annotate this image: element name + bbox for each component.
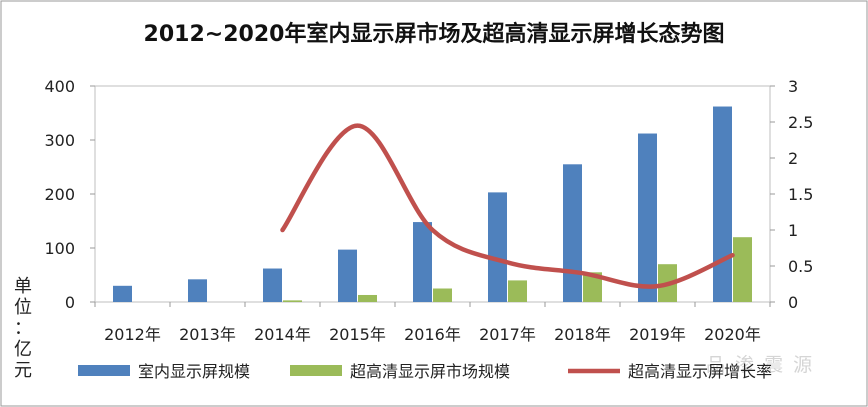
x-tick-label: 2012年 xyxy=(104,325,161,344)
y-right-tick-label: 2.5 xyxy=(788,113,813,132)
bar xyxy=(263,268,282,302)
y-right-tick-label: 0.5 xyxy=(788,257,813,276)
bar xyxy=(283,300,302,302)
y-right-tick-label: 3 xyxy=(788,77,798,96)
bar xyxy=(188,279,207,302)
bar xyxy=(733,237,752,302)
bar xyxy=(113,285,132,302)
growth-rate-line xyxy=(280,123,735,289)
bar xyxy=(563,164,582,302)
legend-swatch xyxy=(290,365,342,376)
x-tick-label: 2013年 xyxy=(179,325,236,344)
y-left-tick-label: 200 xyxy=(44,185,75,204)
y-right-tick-label: 2 xyxy=(788,149,798,168)
bar xyxy=(583,272,602,302)
bar xyxy=(358,294,377,302)
x-tick-label: 2016年 xyxy=(404,325,461,344)
bar xyxy=(508,280,527,302)
y-left-tick-label: 100 xyxy=(44,239,75,258)
x-tick-label: 2014年 xyxy=(254,325,311,344)
x-tick-label: 2017年 xyxy=(479,325,536,344)
bar xyxy=(433,288,452,302)
legend-label: 超高清显示屏市场规模 xyxy=(350,362,510,381)
unit-label-char: 亿 xyxy=(14,339,32,360)
bar xyxy=(338,249,357,302)
bar xyxy=(413,222,432,302)
y-right-tick-label: 0 xyxy=(788,293,798,312)
unit-label: 单 位 ： 亿 元 xyxy=(12,276,34,381)
watermark: 品 渗 震 源 xyxy=(706,354,815,376)
x-tick-label: 2015年 xyxy=(329,325,386,344)
y-left-tick-label: 300 xyxy=(44,131,75,150)
bar xyxy=(638,133,657,302)
y-right-tick-label: 1 xyxy=(788,221,798,240)
chart-title: 2012~2020年室内显示屏市场及超高清显示屏增长态势图 xyxy=(143,22,725,47)
legend-swatch xyxy=(78,365,130,376)
x-tick-label: 2020年 xyxy=(704,325,761,344)
y-left-tick-label: 0 xyxy=(65,293,75,312)
y-right-tick-label: 1.5 xyxy=(788,185,813,204)
unit-label-char: 位 xyxy=(14,297,32,318)
legend-label: 超高清显示屏增长率 xyxy=(628,362,772,381)
y-left-tick-label: 400 xyxy=(44,77,75,96)
bar xyxy=(713,106,732,303)
legend-label: 室内显示屏规模 xyxy=(138,362,250,381)
unit-label-char: ： xyxy=(14,318,32,339)
bar xyxy=(488,192,507,302)
unit-label-char: 元 xyxy=(14,360,32,381)
unit-label-char: 单 xyxy=(14,276,32,297)
x-tick-label: 2018年 xyxy=(554,325,611,344)
x-tick-label: 2019年 xyxy=(629,325,686,344)
